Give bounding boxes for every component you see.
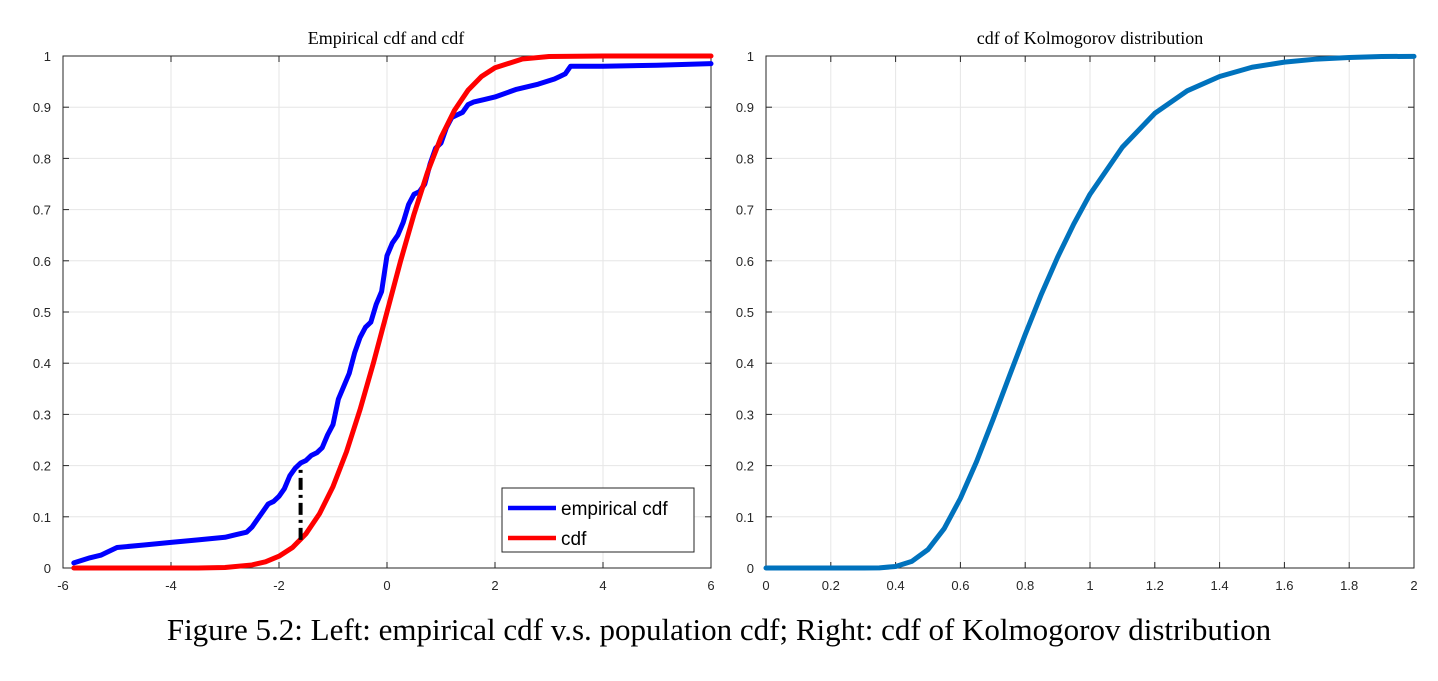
- right-ytick-label: 0.1: [736, 510, 754, 525]
- right-xtick-label: 1.2: [1146, 578, 1164, 593]
- right-series-line-curve: [763, 53, 1417, 571]
- left-ytick-label: 0.5: [33, 305, 51, 320]
- right-ytick-label: 0.7: [736, 203, 754, 218]
- left-series-line-empirical-cdf: [71, 61, 714, 566]
- figure: Empirical cdf and cdf -6 -4 -2 0 2 4 600.10.20…: [33, 28, 1418, 593]
- left-series-line-cdf: [71, 53, 714, 571]
- right-xtick-label: 0.4: [887, 578, 905, 593]
- left-xtick-label: -4: [165, 578, 177, 593]
- left-chart-grid: [63, 56, 711, 568]
- left-chart-title: Empirical cdf and cdf: [308, 28, 464, 48]
- left-xtick-label: -6: [57, 578, 69, 593]
- left-xtick-label: 6: [707, 578, 714, 593]
- right-ytick-label: 1: [747, 49, 754, 64]
- left-ytick-label: 0.6: [33, 254, 51, 269]
- left-ytick-label: 0.2: [33, 459, 51, 474]
- right-chart-grid: [766, 56, 1414, 568]
- left-ytick-label: 0.1: [33, 510, 51, 525]
- right-xtick-label: 1.6: [1275, 578, 1293, 593]
- right-ytick-label: 0.3: [736, 407, 754, 422]
- right-ytick-label: 0.4: [736, 356, 754, 371]
- left-ytick-label: 0.9: [33, 100, 51, 115]
- right-ytick-label: 0.8: [736, 151, 754, 166]
- right-chart-series: [763, 53, 1417, 571]
- right-xtick-label: 1: [1086, 578, 1093, 593]
- right-xtick-label: 0.2: [822, 578, 840, 593]
- right-ytick-label: 0.9: [736, 100, 754, 115]
- legend-label-cdf: cdf: [561, 529, 587, 550]
- figure-caption: Figure 5.2: Left: empirical cdf v.s. pop…: [166, 612, 1272, 647]
- right-xtick-label: 2: [1410, 578, 1417, 593]
- left-chart: Empirical cdf and cdf -6 -4 -2 0 2 4 6 0 0.1 0.2 0…: [33, 28, 715, 593]
- left-xtick-label: 2: [491, 578, 498, 593]
- left-ytick-label: 0.3: [33, 407, 51, 422]
- left-ytick-label: 0.7: [33, 203, 51, 218]
- left-chart-ticks: -6 -4 -2 0 2 4 6 0 0.1 0.2 0.3 0.4 0.5 0.6 0.7 0.8 0.9 1: [33, 49, 715, 593]
- left-ytick-label: 0.8: [33, 151, 51, 166]
- right-chart: cdf of Kolmogorov distribution 0 0.2 0.4 0.…: [736, 28, 1418, 593]
- right-xtick-label: 0.6: [951, 578, 969, 593]
- right-chart-ticks: 0 0.2 0.4 0.6 0.8 1 1.2 1.4 1.6 1.8 2 0 0.1 0.2 0.3 0.4…: [736, 49, 1418, 593]
- left-xtick-label: 4: [599, 578, 606, 593]
- right-xtick-label: 1.4: [1211, 578, 1229, 593]
- left-ytick-label: 0: [44, 561, 51, 576]
- legend-box: [501, 487, 695, 553]
- right-xtick-label: 0: [762, 578, 769, 593]
- left-ytick-label: 1: [44, 49, 51, 64]
- left-chart-legend: empirical cdf cdf: [501, 487, 695, 553]
- right-chart-title: cdf of Kolmogorov distribution: [977, 28, 1203, 48]
- left-ytick-label: 0.4: [33, 356, 51, 371]
- right-xtick-label: 0.8: [1016, 578, 1034, 593]
- right-ytick-label: 0.2: [736, 459, 754, 474]
- right-xtick-label: 1.8: [1340, 578, 1358, 593]
- left-xtick-label: -2: [273, 578, 285, 593]
- left-chart-series: [71, 53, 714, 571]
- right-ytick-label: 0.6: [736, 254, 754, 269]
- legend-label-empirical-cdf: empirical cdf: [561, 499, 668, 520]
- right-ytick-label: 0: [747, 561, 754, 576]
- left-xtick-label: 0: [383, 578, 390, 593]
- right-ytick-label: 0.5: [736, 305, 754, 320]
